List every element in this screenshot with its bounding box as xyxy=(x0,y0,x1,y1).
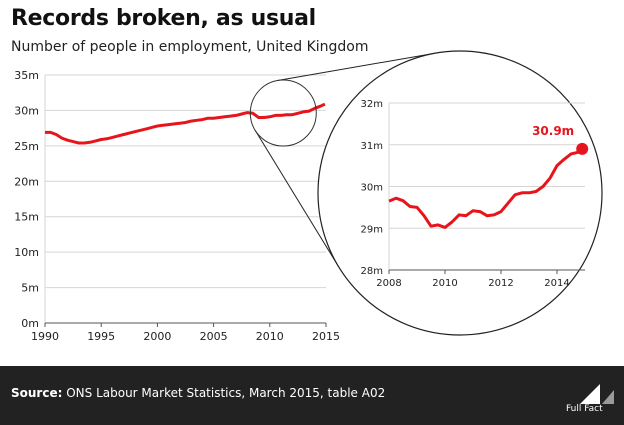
zoom-connector-lines xyxy=(254,52,436,268)
main-y-tick-label: 35m xyxy=(14,69,39,82)
logo-text: Full Fact xyxy=(566,404,603,414)
main-y-tick-label: 0m xyxy=(21,317,39,330)
inset-x-tick-label: 2010 xyxy=(432,278,457,289)
source-text: ONS Labour Market Statistics, March 2015… xyxy=(62,386,386,400)
source-label: Source: xyxy=(11,386,63,400)
main-chart-tick-labels: 0m 5m 10m 15m 20m 25m 30m 35m 1990 1995 2000 2005 20… xyxy=(14,69,340,343)
employment-chart: 0m 5m 10m 15m 20m 25m 30m 35m 1990 1995 2000 2005 20… xyxy=(14,50,603,343)
zoom-connector-line xyxy=(254,129,340,268)
main-x-tick-label: 2005 xyxy=(200,330,228,343)
inset-y-tick-label: 28m xyxy=(361,266,383,277)
full-fact-logo: Full Fact xyxy=(566,378,614,416)
inset-y-tick-label: 29m xyxy=(361,224,383,235)
main-x-tick-label: 2010 xyxy=(256,330,284,343)
main-series-line xyxy=(45,102,326,145)
main-x-tick-label: 1995 xyxy=(87,330,115,343)
main-y-tick-label: 30m xyxy=(14,104,39,117)
inset-chart-tick-labels: 28m 29m 30m 31m 32m 2008 2010 2012 2014 xyxy=(361,99,585,289)
main-x-tick-label: 2000 xyxy=(143,330,171,343)
inset-y-tick-label: 30m xyxy=(361,183,383,194)
main-x-tick-label: 2015 xyxy=(312,330,340,343)
footer-bar: Source: ONS Labour Market Statistics, Ma… xyxy=(0,366,624,425)
main-y-tick-label: 10m xyxy=(14,246,39,259)
main-chart-gridlines xyxy=(44,74,326,324)
main-y-tick-label: 25m xyxy=(14,140,39,153)
inset-y-tick-label: 32m xyxy=(361,99,383,110)
main-y-tick-label: 20m xyxy=(14,175,39,188)
main-y-tick-label: 15m xyxy=(14,211,39,224)
inset-y-tick-label: 31m xyxy=(361,141,383,152)
main-y-tick-label: 5m xyxy=(21,282,39,295)
main-x-tick-label: 1990 xyxy=(31,330,59,343)
main-chart-series xyxy=(45,102,326,145)
latest-value-label: 30.9m xyxy=(532,124,574,138)
zoom-connector-line xyxy=(277,52,436,81)
latest-value-marker xyxy=(576,142,589,155)
inset-x-tick-label: 2008 xyxy=(376,278,401,289)
inset-x-tick-label: 2012 xyxy=(488,278,513,289)
zoom-highlight-circle xyxy=(249,79,317,147)
chart-title: Records broken, as usual xyxy=(11,6,316,31)
full-fact-logo-icon xyxy=(580,384,614,404)
source-note: Source: ONS Labour Market Statistics, Ma… xyxy=(11,386,385,400)
inset-series-line xyxy=(388,147,584,229)
inset-x-tick-label: 2014 xyxy=(544,278,569,289)
chart-subtitle: Number of people in employment, United K… xyxy=(11,39,369,55)
inset-chart-series: 30.9m xyxy=(388,124,589,229)
